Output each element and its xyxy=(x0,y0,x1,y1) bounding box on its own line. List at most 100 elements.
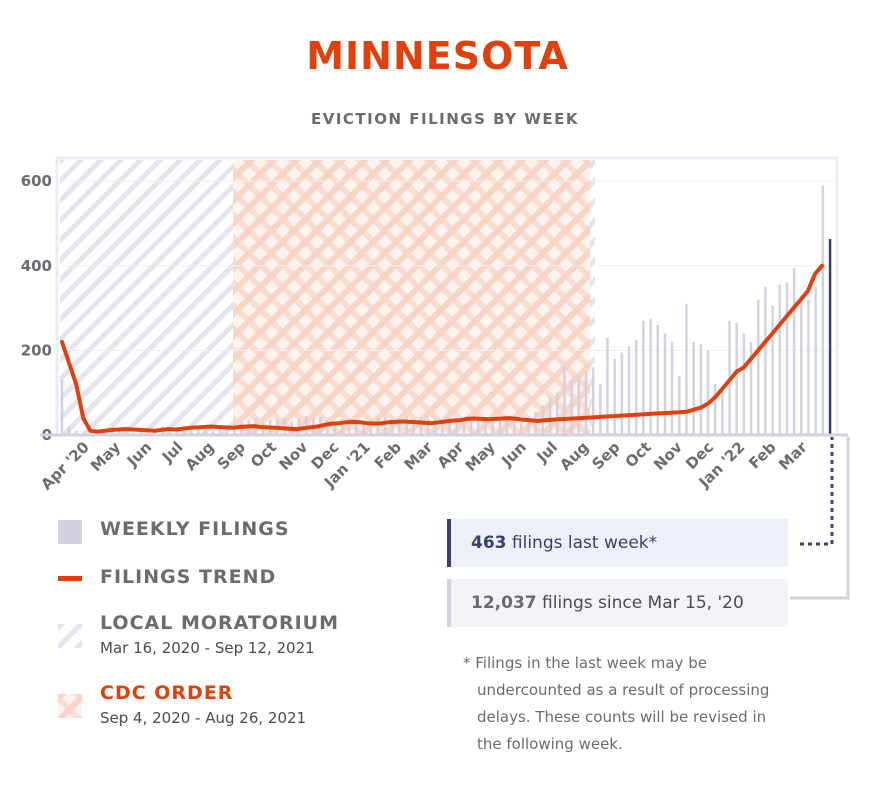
weekly-bar xyxy=(412,418,415,435)
weekly-bar xyxy=(678,375,681,435)
weekly-bar xyxy=(75,430,78,435)
weekly-bar xyxy=(146,429,150,435)
weekly-bar xyxy=(175,428,179,435)
weekly-bar xyxy=(556,392,559,435)
legend-trend-label: FILINGS TREND xyxy=(100,566,277,588)
weekly-bar xyxy=(527,416,530,435)
weekly-bar xyxy=(398,418,401,435)
x-tick-label: Sep xyxy=(588,438,623,473)
weekly-bar xyxy=(60,380,64,435)
weekly-bar xyxy=(333,422,336,435)
weekly-bar xyxy=(67,426,71,435)
since-text: filings since Mar 15, '20 xyxy=(536,593,744,613)
weekly-bar xyxy=(800,295,803,435)
chart-title: MINNESOTA xyxy=(306,34,569,78)
local-moratorium-swatch xyxy=(58,624,82,648)
weekly-bar xyxy=(362,422,365,435)
weekly-bar xyxy=(807,299,810,435)
x-tick-label: Nov xyxy=(650,438,686,474)
weekly-bar xyxy=(764,286,767,435)
weekly-bar xyxy=(778,284,781,435)
weekly-bar xyxy=(584,371,588,435)
x-tick-label: Oct xyxy=(247,438,280,471)
weekly-bar xyxy=(168,427,171,435)
weekly-bar xyxy=(347,418,351,435)
last-week-bar xyxy=(828,239,832,435)
weekly-bar xyxy=(520,418,523,435)
weekly-bar xyxy=(814,286,817,435)
weekly-bar xyxy=(484,417,487,435)
weekly-bar xyxy=(111,429,114,435)
weekly-bar xyxy=(441,420,444,435)
weekly-bar xyxy=(491,418,494,435)
weekly-bar xyxy=(821,185,825,435)
weekly-bar xyxy=(642,320,645,435)
weekly-bar xyxy=(620,352,624,435)
weekly-bar xyxy=(512,418,516,435)
weekly-bar xyxy=(477,416,480,435)
weekly-bar xyxy=(599,384,602,435)
x-tick-label: Feb xyxy=(371,438,406,473)
last-week-text: filings last week* xyxy=(506,533,658,553)
footnote-line-2: undercounted as a result of processing xyxy=(477,681,770,699)
cdc-order-region xyxy=(233,160,590,435)
weekly-bar xyxy=(706,350,710,435)
weekly-bar xyxy=(570,380,573,435)
weekly-bar xyxy=(405,416,408,435)
weekly-bar xyxy=(713,384,717,435)
weekly-bar xyxy=(635,339,638,435)
footnote-line-1: * Filings in the last week may be xyxy=(463,654,707,672)
x-tick-label: Nov xyxy=(276,438,312,474)
legend-cdc-label: CDC ORDER xyxy=(100,682,234,704)
weekly-bar xyxy=(326,420,329,435)
weekly-bar xyxy=(434,418,437,435)
weekly-bar xyxy=(297,418,301,435)
x-tick-label: Mar xyxy=(775,438,811,474)
x-tick-label: Sep xyxy=(214,438,249,473)
weekly-bar xyxy=(197,428,200,435)
trend-swatch xyxy=(58,576,82,581)
legend-cdc-dates: Sep 4, 2020 - Aug 26, 2021 xyxy=(100,709,307,727)
weekly-bar xyxy=(383,417,387,435)
footnote: * Filings in the last week may be underc… xyxy=(463,650,823,758)
weekly-bar xyxy=(369,420,372,435)
weekly-bar xyxy=(498,418,502,435)
weekly-bar xyxy=(462,418,466,435)
weekly-bar xyxy=(771,306,774,435)
footnote-line-4: the following week. xyxy=(477,735,623,753)
y-tick-label: 600 xyxy=(21,172,52,190)
weekly-bar xyxy=(649,318,652,435)
weekly-bar xyxy=(154,430,157,435)
weekly-bar xyxy=(735,322,738,435)
weekly-bar xyxy=(376,418,380,435)
weekly-bar xyxy=(757,299,760,435)
weekly-bar xyxy=(613,358,616,435)
x-tick-label: Feb xyxy=(745,438,780,473)
x-tick-label: Jun xyxy=(497,438,529,470)
x-tick-label: Oct xyxy=(622,438,655,471)
weekly-bar xyxy=(304,416,308,435)
legend-weekly-label: WEEKLY FILINGS xyxy=(100,518,290,540)
weekly-bar xyxy=(448,417,451,435)
weekly-bar xyxy=(685,303,688,435)
weekly-bar xyxy=(189,426,193,435)
weekly-bar xyxy=(233,424,236,435)
weekly-bar xyxy=(749,341,753,435)
chart-subtitle: EVICTION FILINGS BY WEEK xyxy=(310,110,579,128)
weekly-bar xyxy=(218,428,222,435)
x-tick-label: Apr xyxy=(434,438,468,472)
weekly-bar xyxy=(670,341,674,435)
weekly-bar xyxy=(785,282,789,435)
weekly-bar xyxy=(692,341,695,435)
weekly-bar xyxy=(204,427,207,435)
weekly-bar xyxy=(505,417,509,435)
since-value: 12,037 xyxy=(471,593,537,613)
x-tick-label: Apr '20 xyxy=(37,438,92,493)
x-tick-label: May xyxy=(87,438,124,475)
weekly-bar xyxy=(340,418,344,435)
weekly-bar xyxy=(577,375,580,435)
weekly-bar xyxy=(742,333,746,435)
x-tick-label: May xyxy=(462,438,499,475)
weekly-bar xyxy=(699,344,703,435)
x-tick-label: Aug xyxy=(556,438,592,474)
